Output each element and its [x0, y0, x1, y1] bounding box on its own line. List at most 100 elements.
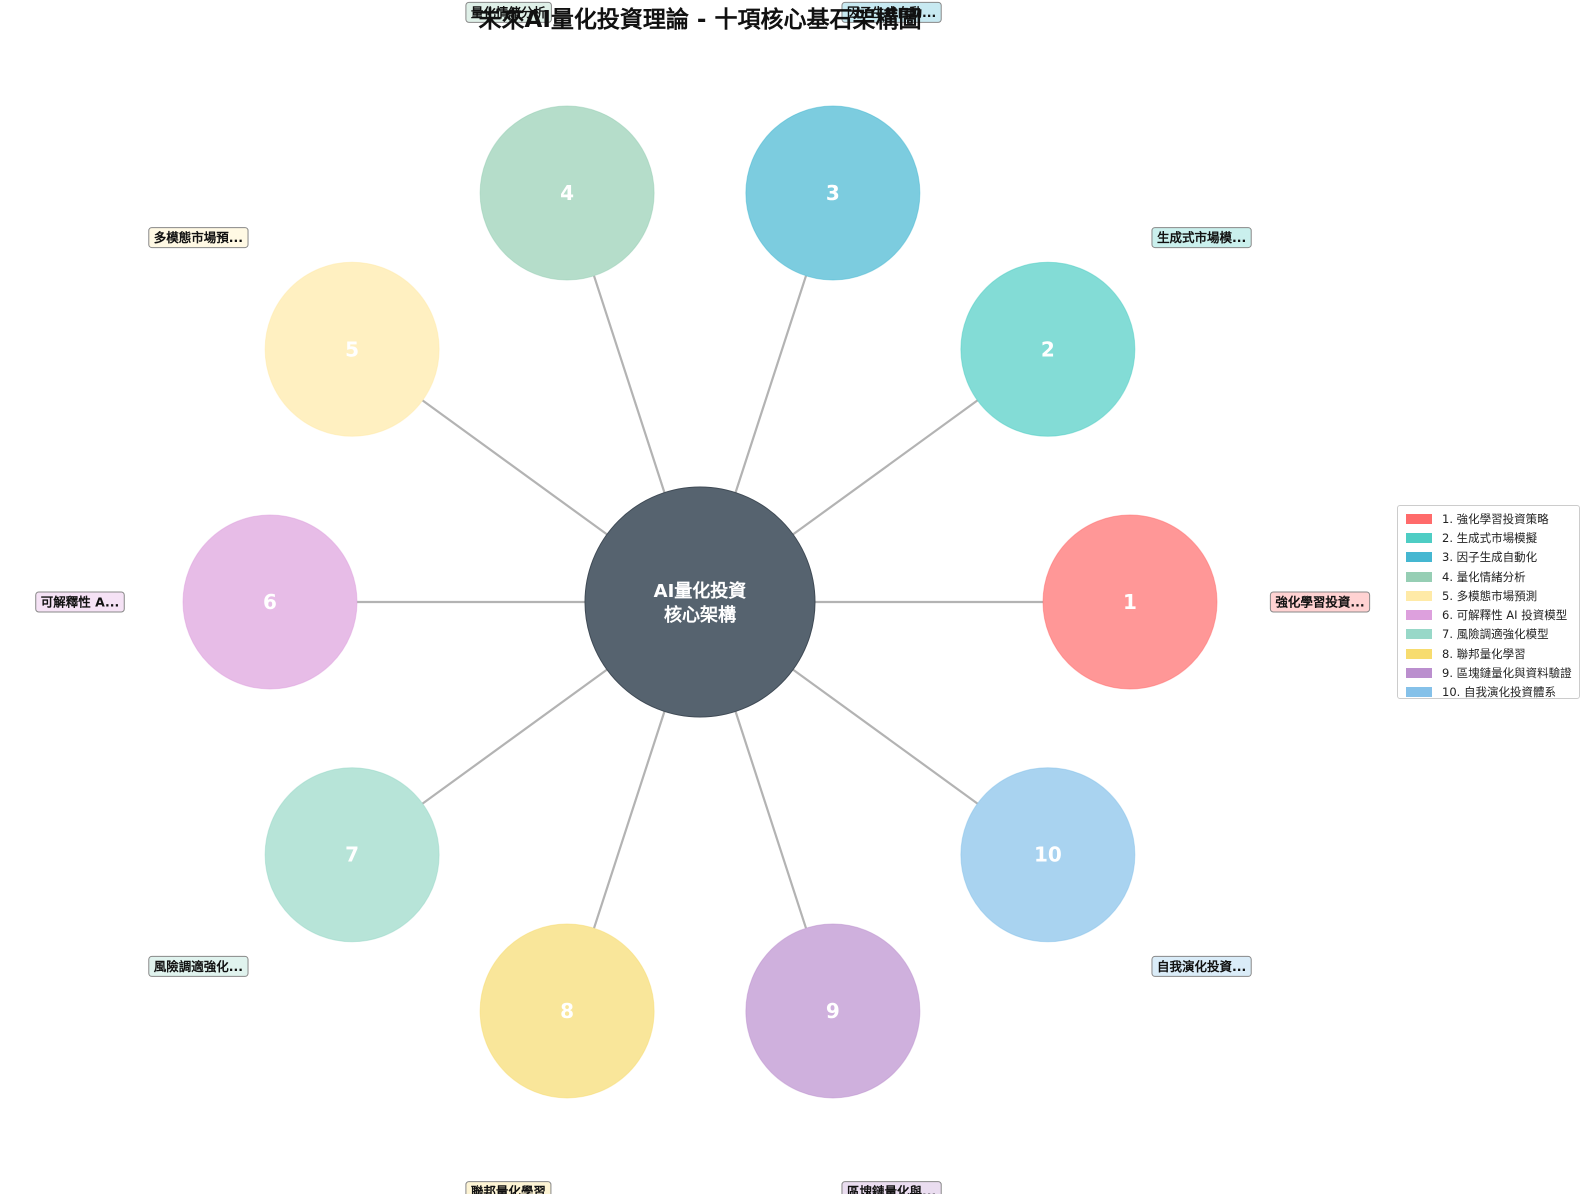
node-label-text-6: 可解釋性 A... — [41, 595, 120, 610]
node-label-box-5 — [148, 227, 249, 249]
node-label-5: 多模態市場預... — [148, 227, 249, 249]
legend-label: 10. 自我演化投資體系 — [1442, 685, 1556, 700]
connector-line-5 — [421, 399, 608, 536]
node-3: 3 — [745, 105, 921, 281]
node-label-box-9 — [841, 1181, 942, 1194]
node-7: 7 — [264, 767, 440, 943]
node-circle-4 — [479, 105, 655, 281]
node-circle-1 — [1042, 514, 1218, 690]
legend-swatch — [1406, 571, 1432, 582]
legend-swatch — [1406, 629, 1432, 640]
node-label-text-3: 因子生成自動... — [847, 5, 936, 20]
node-circle-7 — [264, 767, 440, 943]
node-10: 10 — [960, 767, 1136, 943]
connector-line-10 — [792, 668, 979, 805]
legend-label: 3. 因子生成自動化 — [1442, 550, 1538, 565]
node-label-text-9: 區塊鏈量化與... — [847, 1184, 936, 1194]
node-circle-5 — [264, 261, 440, 437]
node-label-9: 區塊鏈量化與... — [841, 1181, 942, 1194]
connector-line-4 — [592, 275, 666, 493]
legend-label: 8. 聯邦量化學習 — [1442, 646, 1526, 661]
node-label-box-6 — [35, 591, 125, 613]
node-number-4: 4 — [560, 181, 574, 205]
node-label-box-4 — [465, 1, 552, 23]
node-label-box-8 — [465, 1181, 552, 1194]
node-label-10: 自我演化投資... — [1151, 955, 1252, 977]
legend-swatch — [1406, 610, 1432, 621]
center-hub-line-1: AI量化投資 — [654, 580, 747, 602]
node-number-7: 7 — [345, 843, 359, 867]
connector-lines — [357, 275, 1043, 929]
node-label-1: 強化學習投資... — [1269, 591, 1371, 613]
node-4: 4 — [479, 105, 655, 281]
node-label-box-7 — [148, 955, 249, 977]
node-number-5: 5 — [345, 337, 359, 361]
connector-line-7 — [421, 668, 608, 805]
node-circle-8 — [479, 923, 655, 1099]
connector-line-3 — [734, 275, 808, 493]
node-label-3: 因子生成自動... — [841, 1, 942, 23]
legend: 1. 強化學習投資策略 2. 生成式市場模擬 3. 因子生成自動化 4. 量化情緒分析… — [1397, 505, 1580, 699]
node-label-6: 可解釋性 A... — [35, 591, 125, 613]
legend-swatch — [1406, 513, 1432, 524]
node-circle-3 — [745, 105, 921, 281]
legend-swatch — [1406, 687, 1432, 698]
node-8: 8 — [479, 923, 655, 1099]
node-label-box-10 — [1151, 955, 1252, 977]
legend-item: 10. 自我演化投資體系 — [1402, 683, 1579, 702]
legend-swatch — [1406, 668, 1432, 679]
node-5: 5 — [264, 261, 440, 437]
legend-item: 3. 因子生成自動化 — [1402, 548, 1579, 567]
legend-item: 7. 風險調適強化模型 — [1402, 625, 1579, 644]
node-number-1: 1 — [1123, 590, 1137, 614]
legend-item: 1. 強化學習投資策略 — [1402, 509, 1579, 528]
node-label-text-1: 強化學習投資... — [1275, 595, 1364, 610]
node-label-text-2: 生成式市場模... — [1157, 230, 1246, 245]
node-label-8: 聯邦量化學習 — [465, 1181, 552, 1194]
connector-line-2 — [792, 399, 979, 536]
node-label-4: 量化情緒分析 — [465, 1, 552, 23]
legend-label: 5. 多模態市場預測 — [1442, 588, 1538, 603]
legend-item: 6. 可解釋性 AI 投資模型 — [1402, 605, 1579, 624]
legend-swatch — [1406, 648, 1432, 659]
node-label-box-2 — [1151, 227, 1252, 249]
node-9: 9 — [745, 923, 921, 1099]
node-2: 2 — [960, 261, 1136, 437]
legend-label: 4. 量化情緒分析 — [1442, 569, 1526, 584]
node-label-box-1 — [1269, 591, 1371, 613]
node-label-7: 風險調適強化... — [148, 955, 249, 977]
node-number-9: 9 — [826, 999, 840, 1023]
node-number-6: 6 — [263, 590, 277, 614]
node-6: 6 — [182, 514, 358, 690]
legend-item: 4. 量化情緒分析 — [1402, 567, 1579, 586]
node-label-text-8: 聯邦量化學習 — [471, 1184, 546, 1194]
legend-item: 8. 聯邦量化學習 — [1402, 644, 1579, 663]
node-circle-6 — [182, 514, 358, 690]
legend-item: 2. 生成式市場模擬 — [1402, 528, 1579, 547]
legend-swatch — [1406, 590, 1432, 601]
connector-line-9 — [734, 711, 808, 929]
legend-swatch — [1406, 532, 1432, 543]
legend-label: 9. 區塊鏈量化與資料驗證 — [1442, 666, 1572, 681]
connector-line-8 — [592, 711, 666, 929]
legend-label: 6. 可解釋性 AI 投資模型 — [1442, 608, 1568, 623]
node-labels: 強化學習投資... 生成式市場模... 因子生成自動... 量化情緒分析多模態市場預.… — [35, 1, 1371, 1194]
node-label-text-4: 量化情緒分析 — [471, 5, 547, 20]
node-circles: 1 2 3 4 5 6 7 8 9 10 — [182, 105, 1218, 1099]
node-label-text-7: 風險調適強化... — [154, 959, 243, 974]
node-circle-9 — [745, 923, 921, 1099]
node-1: 1 — [1042, 514, 1218, 690]
legend-label: 2. 生成式市場模擬 — [1442, 530, 1538, 545]
node-number-3: 3 — [826, 181, 840, 205]
legend-label: 1. 強化學習投資策略 — [1442, 511, 1549, 526]
node-label-text-5: 多模態市場預... — [154, 230, 243, 245]
node-label-2: 生成式市場模... — [1151, 227, 1252, 249]
node-circle-2 — [960, 261, 1136, 437]
node-number-10: 10 — [1034, 843, 1062, 867]
center-hub: AI量化投資 核心架構 — [584, 486, 816, 718]
node-number-8: 8 — [560, 999, 574, 1023]
legend-label: 7. 風險調適強化模型 — [1442, 627, 1549, 642]
node-number-2: 2 — [1041, 337, 1055, 361]
legend-item: 9. 區塊鏈量化與資料驗證 — [1402, 663, 1579, 682]
